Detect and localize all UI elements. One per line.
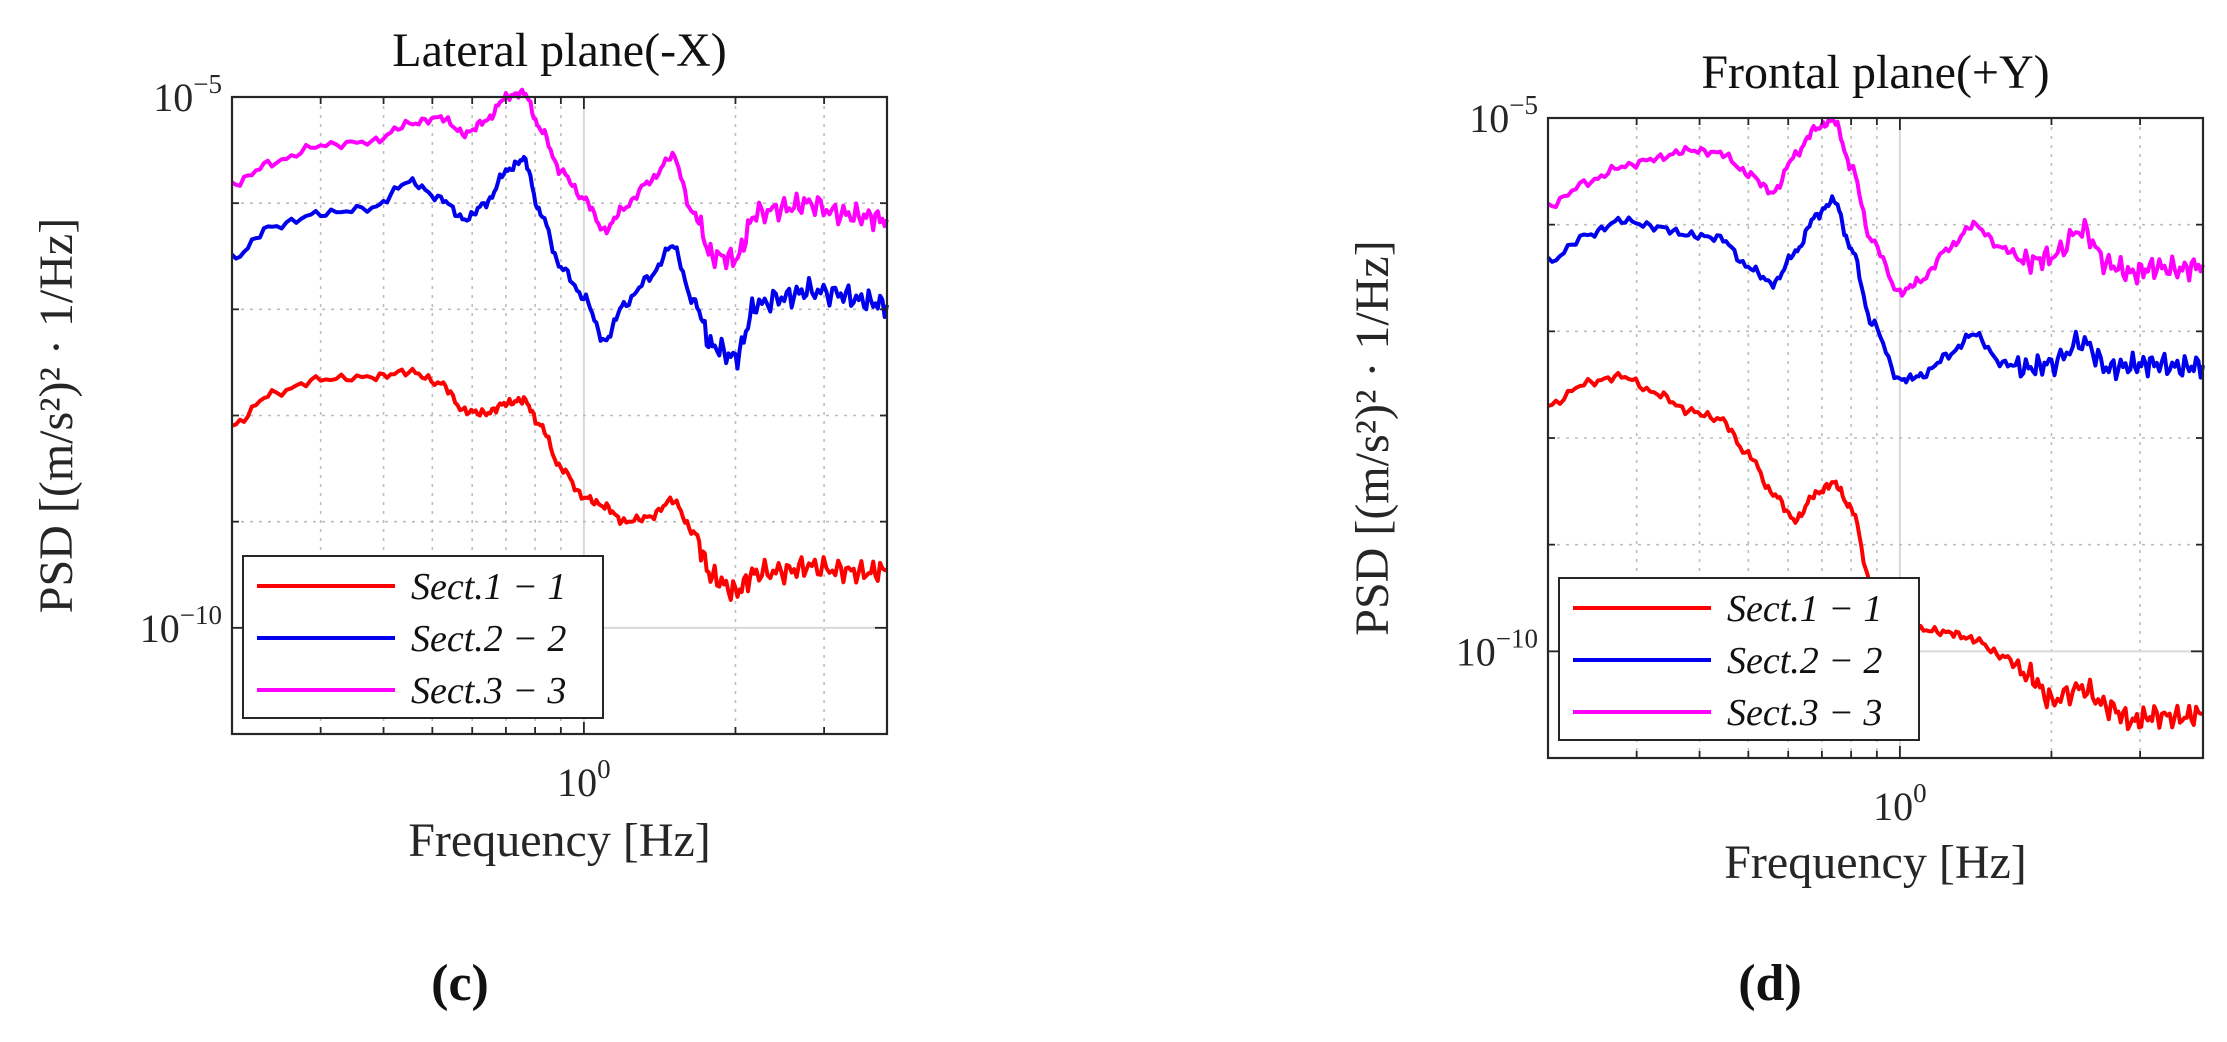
y-axis-label: PSD [(m/s²)² · 1/Hz] xyxy=(30,218,83,613)
legend-label-3: Sect.3 − 3 xyxy=(411,670,566,712)
chart-panel-c: 100 10−5 10−10 Lateral plane(-X) Frequency [… xyxy=(30,24,889,1012)
legend-label-3: Sect.3 − 3 xyxy=(1727,692,1882,734)
legend: Sect.1 − 1 Sect.2 − 2 Sect.3 − 3 xyxy=(242,555,604,719)
y-tick-label: 10−5 xyxy=(1469,90,1538,141)
series-line-2 xyxy=(230,155,889,371)
series-line-1 xyxy=(231,366,887,602)
series-group xyxy=(230,87,889,602)
panel-label: (c) xyxy=(431,955,489,1012)
y-tick-label: 10−10 xyxy=(1456,623,1538,674)
x-tick-label: 100 xyxy=(557,754,611,805)
legend: Sect.1 − 1 Sect.2 − 2 Sect.3 − 3 xyxy=(1558,577,1920,741)
chart-title: Lateral plane(-X) xyxy=(392,24,726,77)
panel-label: (d) xyxy=(1738,955,1802,1012)
x-tick-label: 100 xyxy=(1873,778,1927,829)
y-axis-label: PSD [(m/s²)² · 1/Hz] xyxy=(1346,240,1399,635)
y-tick-label: 10−10 xyxy=(140,600,222,651)
x-axis-label: Frequency [Hz] xyxy=(408,814,711,867)
legend-label-2: Sect.2 − 2 xyxy=(411,618,566,660)
series-line-3 xyxy=(230,87,889,271)
chart-panel-d: 100 10−5 10−10 Frontal plane(+Y) Frequency [… xyxy=(1346,46,2205,1012)
series-line-2 xyxy=(1546,194,2205,385)
tick-marks xyxy=(1547,117,2204,759)
chart-title: Frontal plane(+Y) xyxy=(1701,46,2049,99)
x-axis-label: Frequency [Hz] xyxy=(1724,836,2027,889)
legend-label-1: Sect.1 − 1 xyxy=(1727,588,1882,630)
legend-label-2: Sect.2 − 2 xyxy=(1727,640,1882,682)
y-tick-label: 10−5 xyxy=(153,69,222,120)
series-line-3 xyxy=(1546,117,2205,298)
legend-label-1: Sect.1 − 1 xyxy=(411,566,566,608)
